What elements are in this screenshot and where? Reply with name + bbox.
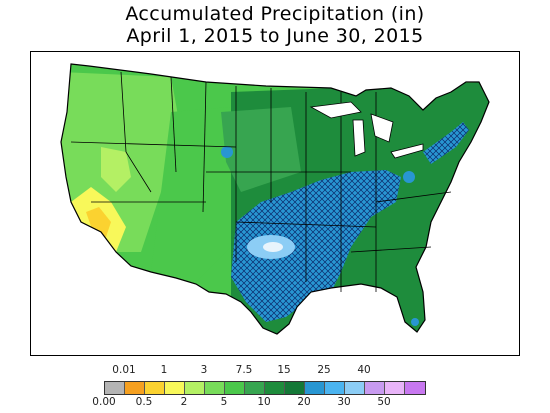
- legend-swatch-6: [225, 382, 245, 394]
- legend-colorbar: [104, 381, 426, 395]
- legend-top-label: 7.5: [235, 364, 253, 376]
- legend-swatch-13: [365, 382, 385, 394]
- florida-wet-spot: [411, 318, 419, 326]
- oklahoma-white-core: [263, 242, 283, 252]
- legend-swatch-15: [405, 382, 425, 394]
- legend-swatch-1: [125, 382, 145, 394]
- legend-swatch-10: [305, 382, 325, 394]
- precipitation-map: [30, 51, 520, 356]
- lake-michigan: [352, 119, 366, 157]
- legend-bottom-label: 0.00: [92, 396, 116, 408]
- legend-swatch-12: [345, 382, 365, 394]
- map-subtitle-date-range: April 1, 2015 to June 30, 2015: [126, 25, 424, 47]
- us-precipitation-svg: [60, 63, 490, 335]
- lake-erie: [390, 143, 424, 159]
- legend-swatch-7: [245, 382, 265, 394]
- map-title: Accumulated Precipitation (in): [125, 3, 425, 25]
- legend-top-label: 0.01: [112, 364, 136, 376]
- nevada-light-region: [101, 147, 131, 192]
- legend-swatch-9: [285, 382, 305, 394]
- legend-swatch-2: [145, 382, 165, 394]
- legend-top-label: 1: [160, 364, 168, 376]
- legend-swatch-0: [105, 382, 125, 394]
- northeast-wet-hatch: [423, 122, 469, 164]
- legend-top-label: 15: [277, 364, 291, 376]
- legend-bottom-label: 50: [377, 396, 391, 408]
- state-boundaries: [70, 71, 452, 292]
- ohio-wet-spot: [403, 171, 415, 183]
- minnesota-wet-spot: [221, 146, 233, 158]
- legend-bottom-label: 5: [220, 396, 228, 408]
- lake-huron: [370, 113, 394, 143]
- legend-bottom-label: 0.5: [135, 396, 153, 408]
- legend-top-label: 40: [357, 364, 371, 376]
- legend-swatch-3: [165, 382, 185, 394]
- legend-swatch-11: [325, 382, 345, 394]
- lake-superior: [309, 101, 362, 119]
- legend-top-label: 25: [317, 364, 331, 376]
- legend-bottom-label: 10: [257, 396, 271, 408]
- legend-top-label: 3: [200, 364, 208, 376]
- legend-bottom-label: 20: [297, 396, 311, 408]
- southern-plains-hatch: [231, 170, 401, 322]
- legend-swatch-4: [185, 382, 205, 394]
- midwest-green-region: [221, 107, 301, 192]
- legend-swatch-14: [385, 382, 405, 394]
- us-outline: [60, 63, 490, 335]
- legend-bottom-label: 2: [180, 396, 188, 408]
- legend-bottom-label: 30: [337, 396, 351, 408]
- legend-swatch-8: [265, 382, 285, 394]
- legend-swatch-5: [205, 382, 225, 394]
